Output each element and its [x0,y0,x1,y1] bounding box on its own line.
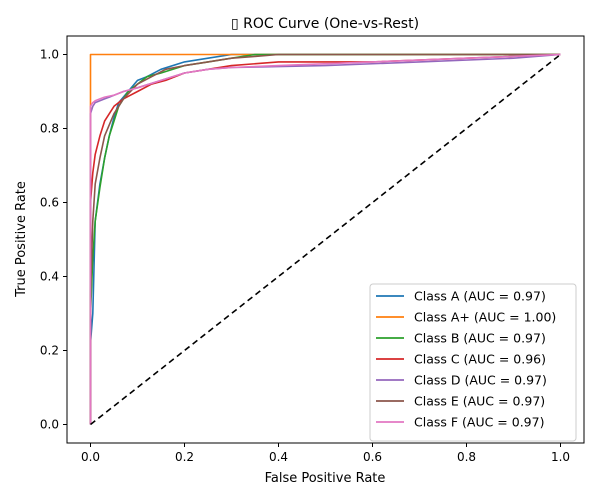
legend-label: Class E (AUC = 0.97) [414,394,545,409]
legend-box [369,283,577,442]
plot-area [89,53,561,426]
x-tick-label: 0.0 [81,450,100,464]
legend-label: Class A (AUC = 0.97) [414,289,546,304]
x-tick-label: 0.2 [175,450,194,464]
x-tick-label: 0.4 [269,450,288,464]
x-tick-label: 1.0 [551,450,570,464]
y-tick-label: 0.0 [40,418,59,432]
legend: Class A (AUC = 0.97) Class A+ (AUC = 1.00… [369,283,577,442]
y-tick-label: 0.4 [40,270,59,284]
series-line-4 [89,53,561,425]
series-line-6 [89,53,561,425]
x-tick-label: 0.6 [363,450,382,464]
chart-title: ▯ ROC Curve (One-vs-Rest) [231,16,419,32]
legend-label: Class D (AUC = 0.97) [414,373,547,388]
y-tick-label: 0.8 [40,122,59,136]
x-tick-label: 0.8 [457,450,476,464]
plot-frame [66,35,585,444]
legend-label: Class C (AUC = 0.96) [414,352,546,367]
series-line-7 [89,53,561,425]
y-tick-label: 0.2 [40,344,59,358]
y-axis: 0.0 0.2 0.4 0.6 0.8 1.0 [40,48,67,432]
legend-label: Class A+ (AUC = 1.00) [414,310,556,325]
y-axis-label: True Positive Rate [14,181,29,298]
x-axis-label: False Positive Rate [265,471,386,486]
legend-label: Class F (AUC = 0.97) [414,415,544,430]
y-tick-label: 0.6 [40,196,59,210]
y-tick-label: 1.0 [40,48,59,62]
legend-label: Class B (AUC = 0.97) [414,331,546,346]
x-axis: 0.0 0.2 0.4 0.6 0.8 1.0 [81,443,570,464]
